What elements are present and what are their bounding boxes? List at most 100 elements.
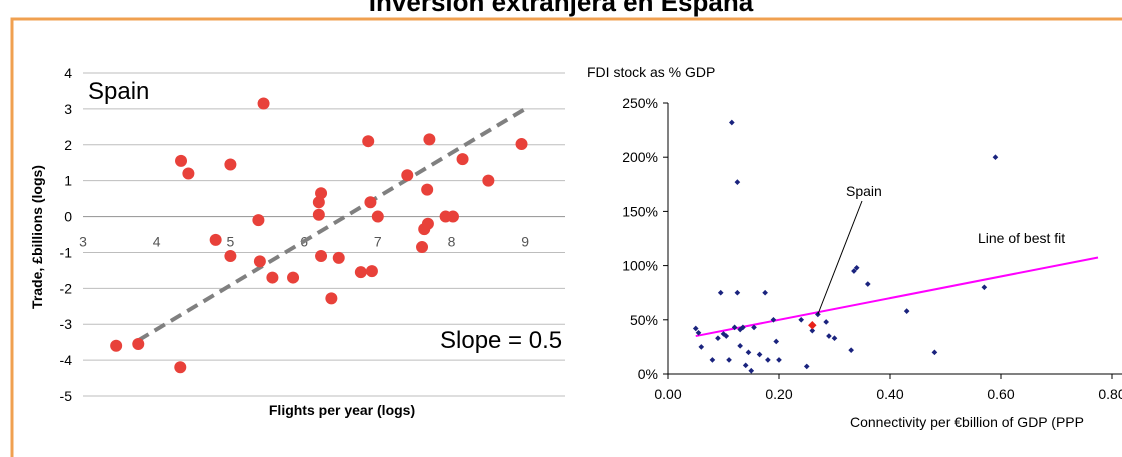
left-data-point bbox=[132, 337, 145, 350]
left-data-point bbox=[312, 196, 325, 209]
left-data-point bbox=[446, 210, 459, 223]
left-x-tick-label: 5 bbox=[227, 234, 235, 250]
spain-callout-label: Spain bbox=[846, 183, 882, 199]
left-x-tick-label: 7 bbox=[374, 234, 382, 250]
left-y-tick-label: 2 bbox=[64, 137, 72, 153]
left-x-tick-label: 9 bbox=[521, 234, 529, 250]
left-data-point bbox=[354, 266, 367, 279]
left-data-point bbox=[416, 241, 429, 254]
right-data-point bbox=[931, 349, 938, 356]
right-data-point bbox=[798, 316, 805, 323]
right-data-point bbox=[728, 119, 735, 126]
right-data-point bbox=[848, 347, 854, 353]
left-y-tick-label: -1 bbox=[60, 244, 73, 260]
spain-pointer-line bbox=[817, 200, 863, 315]
right-data-point bbox=[745, 349, 752, 356]
left-data-point bbox=[364, 196, 377, 209]
right-data-point bbox=[831, 335, 838, 342]
left-data-point bbox=[312, 208, 325, 221]
left-data-point bbox=[252, 214, 265, 227]
right-data-point bbox=[748, 367, 755, 374]
right-chart-title: FDI stock as % GDP bbox=[587, 64, 715, 80]
left-data-point bbox=[315, 250, 328, 263]
right-x-tick-label: 0.00 bbox=[654, 386, 681, 402]
left-x-tick-label: 3 bbox=[79, 234, 87, 250]
left-y-tick-label: 3 bbox=[64, 101, 72, 117]
right-y-tick-label: 250% bbox=[622, 95, 658, 111]
left-data-point bbox=[315, 187, 328, 200]
left-data-point bbox=[365, 265, 378, 278]
right-x-tick-label: 0.60 bbox=[987, 386, 1014, 402]
slope-annotation: Slope = 0.5 bbox=[440, 327, 562, 354]
left-data-point bbox=[371, 210, 384, 223]
right-data-point bbox=[737, 342, 743, 349]
right-data-point bbox=[692, 325, 699, 332]
right-data-point bbox=[864, 281, 871, 287]
right-data-point bbox=[756, 351, 763, 358]
left-data-point bbox=[421, 183, 434, 196]
right-data-point bbox=[809, 327, 816, 334]
right-y-tick-label: 0% bbox=[638, 366, 658, 382]
left-data-point bbox=[174, 361, 187, 374]
left-y-tick-label: -3 bbox=[60, 316, 73, 332]
right-y-tick-label: 150% bbox=[622, 203, 658, 219]
right-data-point bbox=[803, 363, 810, 370]
right-data-point bbox=[709, 357, 716, 363]
left-data-point bbox=[421, 217, 434, 230]
left-x-tick-label: 4 bbox=[153, 234, 161, 250]
right-y-tick-label: 100% bbox=[622, 258, 658, 274]
right-fit-line bbox=[695, 256, 1099, 338]
right-data-point bbox=[851, 268, 857, 274]
right-data-point bbox=[695, 329, 702, 336]
page-title: Inversión extranjera en España bbox=[368, 0, 754, 17]
right-data-point bbox=[762, 289, 768, 296]
right-data-point bbox=[903, 308, 910, 314]
left-y-tick-label: 0 bbox=[64, 209, 72, 225]
left-data-point bbox=[482, 174, 495, 187]
right-x-tick-label: 0.80 bbox=[1098, 386, 1122, 402]
right-data-point bbox=[723, 333, 730, 339]
right-x-tick-label: 0.40 bbox=[876, 386, 903, 402]
left-x-tick-label: 8 bbox=[448, 234, 456, 250]
right-x-tick-label: 0.20 bbox=[765, 386, 792, 402]
right-data-point bbox=[726, 357, 732, 363]
left-data-point bbox=[253, 255, 266, 268]
left-data-point bbox=[224, 158, 237, 171]
left-data-point bbox=[110, 339, 123, 352]
left-x-axis-label: Flights per year (logs) bbox=[269, 402, 415, 418]
right-data-point bbox=[776, 357, 782, 363]
right-data-point bbox=[698, 344, 705, 350]
spain-highlight-point bbox=[808, 320, 817, 330]
right-x-axis-label: Connectivity per €billion of GDP (PPP bbox=[850, 414, 1084, 430]
right-data-point bbox=[770, 316, 777, 323]
left-gridlines bbox=[83, 72, 565, 397]
right-data-point bbox=[742, 362, 749, 369]
left-y-tick-label: 4 bbox=[64, 65, 72, 81]
line-of-best-fit-label: Line of best fit bbox=[978, 230, 1065, 246]
right-data-point bbox=[715, 335, 721, 342]
left-data-point bbox=[332, 251, 345, 264]
left-data-point bbox=[515, 138, 528, 151]
left-data-point bbox=[209, 233, 222, 246]
right-data-points bbox=[692, 119, 999, 374]
right-data-point bbox=[826, 333, 832, 339]
left-panel-label: Spain bbox=[88, 78, 149, 105]
left-y-tick-label: -5 bbox=[60, 388, 73, 404]
right-y-tick-label: 50% bbox=[630, 312, 658, 328]
left-data-point bbox=[287, 271, 300, 284]
right-data-point bbox=[992, 154, 999, 161]
right-data-point bbox=[731, 324, 738, 331]
right-data-point bbox=[773, 338, 780, 345]
left-y-axis-label: Trade, £billions (logs) bbox=[29, 165, 45, 309]
right-data-point bbox=[981, 284, 988, 291]
right-data-point bbox=[734, 179, 741, 185]
right-x-tick-labels: 0.00 0.20 0.40 0.60 0.80 bbox=[654, 386, 1122, 402]
left-y-tick-label: -4 bbox=[60, 352, 73, 368]
left-data-points bbox=[110, 97, 528, 374]
right-data-point bbox=[765, 357, 771, 363]
right-y-tick-labels: 250% 200% 150% 100% 50% 0% bbox=[622, 95, 658, 382]
left-data-point bbox=[182, 167, 195, 180]
